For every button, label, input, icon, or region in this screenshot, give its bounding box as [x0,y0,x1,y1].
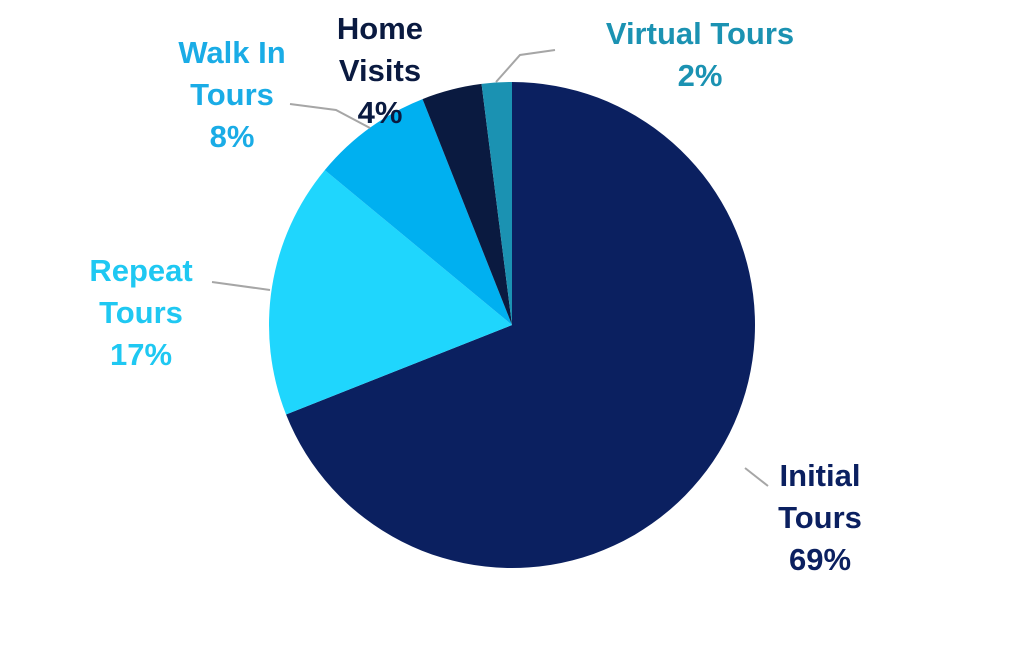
category-label: Home Visits [336,11,424,88]
category-label: Initial Tours [778,458,862,535]
slice-label: Initial Tours 69% [755,455,885,581]
slice-label: Repeat Tours 17% [71,250,211,376]
leader-line [744,467,769,487]
pie-slice [422,83,512,325]
percent-label: 4% [357,95,403,130]
slice-label: Home Visits 4% [315,8,445,134]
percent-label: 8% [209,119,255,154]
percent-label: 17% [109,337,173,372]
leader-line [211,281,271,291]
pie-slice [481,82,512,325]
leader-line [289,103,371,129]
leader-line [495,49,556,83]
category-label: Walk In Tours [178,35,286,112]
pie-slice [286,82,755,568]
percent-label: 69% [788,542,852,577]
pie-slice [324,99,512,325]
category-label: Repeat Tours [89,253,193,330]
slice-label: Virtual Tours 2% [570,13,830,97]
slice-label: Walk In Tours 8% [157,32,307,158]
category-label: Virtual Tours [605,16,795,51]
pie-slice [268,170,512,415]
percent-label: 2% [677,58,723,93]
